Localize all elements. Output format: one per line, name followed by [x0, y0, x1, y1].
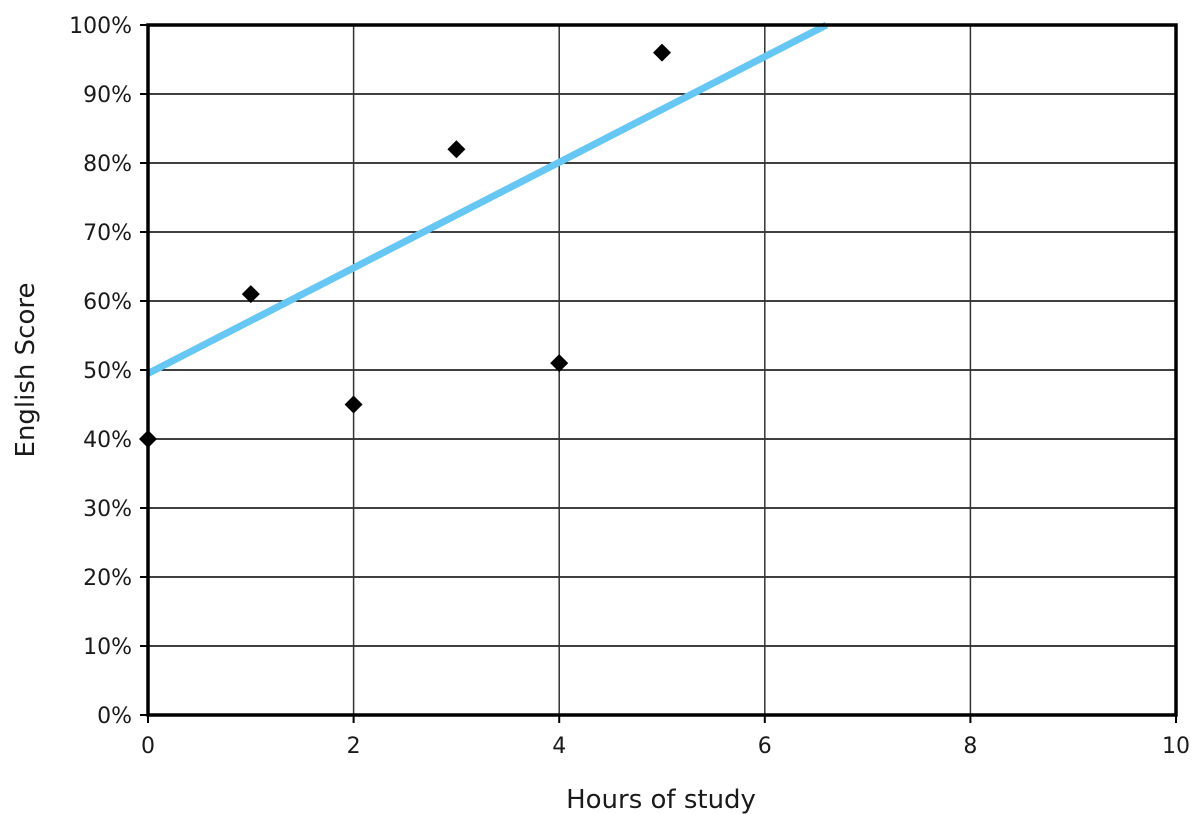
- trend-line-layer: [146, 21, 829, 377]
- data-points: [139, 43, 671, 448]
- y-tick-label: 10%: [83, 635, 132, 660]
- y-tick-label: 40%: [83, 428, 132, 453]
- x-tick-label: 0: [141, 734, 155, 759]
- x-tick-label: 2: [347, 734, 361, 759]
- x-tick-label: 10: [1162, 734, 1190, 759]
- x-tick-label: 4: [552, 734, 566, 759]
- y-tick-label: 90%: [83, 83, 132, 108]
- trend-line: [146, 21, 829, 377]
- y-tick-label: 20%: [83, 566, 132, 591]
- x-axis-title: Hours of study: [566, 785, 756, 814]
- x-tick-label: 8: [963, 734, 977, 759]
- plot-frame: [140, 23, 1178, 723]
- y-tick-label: 100%: [69, 14, 132, 39]
- data-point: [344, 395, 363, 414]
- y-tick-label: 50%: [83, 359, 132, 384]
- y-tick-label: 60%: [83, 290, 132, 315]
- data-point: [447, 140, 466, 159]
- y-tick-label: 70%: [83, 221, 132, 246]
- data-point: [139, 430, 157, 448]
- y-tick-label: 0%: [97, 704, 132, 729]
- y-tick-label: 30%: [83, 497, 132, 522]
- grid-lines: [148, 25, 1176, 715]
- y-tick-label: 80%: [83, 152, 132, 177]
- data-point: [241, 285, 260, 304]
- y-axis-title: English Score: [11, 283, 41, 458]
- data-point: [653, 43, 671, 62]
- x-tick-label: 6: [758, 734, 772, 759]
- tick-labels: 0 2 4 6 8 100%10%20%30%40%50%60%70%80%90%100%: [69, 14, 1190, 759]
- data-point: [550, 354, 569, 373]
